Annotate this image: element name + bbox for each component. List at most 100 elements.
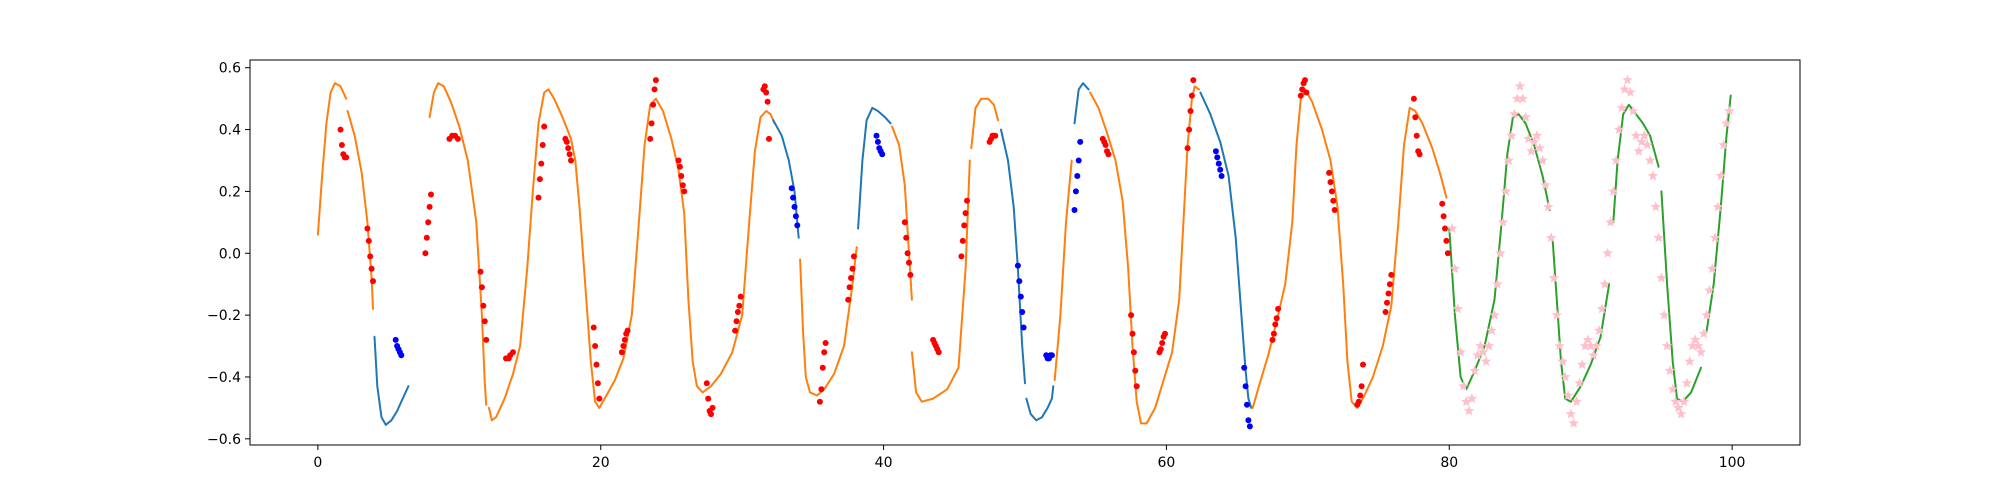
series-line-blue-12 (1025, 385, 1055, 422)
x-tick-label: 80 (1440, 455, 1458, 471)
star-marker-25-5 (1461, 396, 1472, 407)
dot-marker-red-4 (343, 154, 350, 161)
dot-marker-red-134 (1327, 179, 1334, 186)
star-marker-25-83 (1681, 377, 1693, 388)
star-marker-25-31 (1534, 142, 1545, 153)
dot-marker-red-48 (647, 135, 654, 142)
dot-marker-red-79 (846, 284, 853, 291)
star-marker-25-37 (1551, 309, 1562, 320)
dot-marker-red-97 (964, 197, 970, 204)
star-marker-25-8 (1469, 365, 1480, 376)
star-marker-25-93 (1709, 232, 1721, 243)
dot-marker-red-82 (850, 253, 857, 260)
star-marker-25-64 (1627, 105, 1639, 116)
dot-marker-red-69 (761, 83, 768, 90)
dot-marker-red-22 (481, 318, 488, 325)
dot-marker-dot_blue-6 (790, 194, 797, 201)
dot-marker-red-45 (621, 336, 628, 343)
dot-marker-red-49 (648, 120, 655, 127)
series-line-orange-3 (428, 82, 488, 406)
dot-marker-red-41 (594, 380, 601, 387)
dot-marker-dot_blue-34 (1218, 173, 1225, 179)
dot-marker-dot_blue-10 (873, 132, 880, 139)
dot-marker-red-144 (1384, 299, 1390, 306)
series-line-blue-2 (373, 335, 410, 426)
star-marker-25-40 (1560, 371, 1571, 382)
dot-marker-red-54 (676, 163, 683, 170)
series-line-green-21 (1660, 190, 1702, 403)
dot-marker-red-155 (1442, 225, 1448, 232)
y-tick-label: 0.6 (219, 61, 241, 77)
dot-marker-dot_blue-15 (1014, 262, 1021, 269)
star-marker-25-38 (1554, 340, 1565, 351)
dot-marker-dot_blue-36 (1242, 383, 1249, 390)
star-marker-25-50 (1588, 349, 1599, 360)
star-marker-25-95 (1715, 170, 1726, 181)
dot-marker-red-83 (901, 219, 908, 226)
star-marker-25-66 (1633, 145, 1644, 156)
dot-marker-red-67 (737, 293, 744, 300)
dot-marker-red-110 (1130, 349, 1137, 356)
dot-marker-red-65 (734, 309, 741, 315)
dot-marker-red-142 (1360, 361, 1366, 368)
star-marker-25-10 (1475, 340, 1486, 351)
y-tick-label: −0.4 (207, 370, 241, 386)
dot-marker-red-119 (1186, 126, 1193, 133)
dot-marker-red-18 (454, 135, 461, 142)
dot-marker-red-30 (538, 160, 545, 167)
dot-marker-red-55 (678, 173, 685, 179)
y-tick-label: 0.4 (219, 123, 241, 139)
dot-marker-red-127 (1275, 305, 1282, 312)
dot-marker-red-12 (425, 219, 432, 226)
star-marker-25-78 (1667, 383, 1678, 394)
x-tick-label: 0 (313, 455, 322, 471)
star-marker-25-91 (1704, 284, 1715, 295)
dot-marker-red-53 (675, 157, 682, 164)
dot-marker-dot_blue-0 (392, 336, 399, 343)
dot-marker-dot_blue-28 (1075, 157, 1082, 164)
series-line-orange-4 (488, 88, 776, 422)
series-line-orange-13 (1053, 159, 1073, 382)
star-marker-25-23 (1511, 93, 1523, 104)
star-marker-25-57 (1608, 185, 1619, 196)
dot-marker-red-40 (593, 361, 600, 368)
dot-marker-red-76 (821, 349, 828, 356)
star-marker-25-75 (1659, 309, 1670, 320)
star-marker-25-13 (1483, 340, 1495, 351)
dot-marker-red-11 (423, 234, 430, 241)
dot-marker-red-156 (1443, 237, 1450, 244)
dot-marker-red-29 (536, 176, 543, 183)
series-line-orange-15 (1089, 85, 1200, 425)
star-marker-25-48 (1582, 334, 1594, 345)
star-marker-25-85 (1687, 340, 1698, 351)
star-marker-25-36 (1548, 272, 1560, 283)
dot-marker-red-105 (1102, 142, 1109, 148)
star-marker-25-6 (1463, 405, 1475, 416)
star-marker-25-60 (1616, 102, 1627, 113)
star-marker-25-61 (1619, 83, 1630, 94)
star-marker-25-55 (1602, 247, 1613, 258)
star-marker-25-34 (1543, 201, 1554, 212)
y-tick-label: 0.0 (219, 246, 241, 262)
dot-marker-red-133 (1326, 169, 1333, 176)
dot-marker-red-75 (819, 364, 826, 371)
dot-marker-red-42 (596, 395, 603, 402)
dot-marker-red-118 (1184, 145, 1191, 152)
dot-marker-dot_blue-26 (1072, 188, 1079, 195)
dot-marker-red-13 (426, 203, 433, 210)
dot-marker-red-150 (1413, 132, 1420, 139)
series-line-blue-11 (1000, 128, 1026, 385)
dot-marker-red-92 (935, 349, 942, 356)
dot-marker-red-66 (736, 302, 743, 309)
star-marker-25-30 (1531, 130, 1543, 141)
star-marker-25-86 (1690, 334, 1701, 345)
series-line-orange-9 (910, 159, 971, 403)
star-marker-25-81 (1676, 408, 1687, 419)
dot-marker-red-109 (1129, 330, 1136, 337)
series-line-orange-8 (891, 125, 913, 301)
star-marker-25-53 (1596, 303, 1608, 314)
dot-marker-red-86 (906, 259, 912, 266)
star-marker-25-20 (1503, 155, 1514, 165)
star-marker-25-68 (1639, 130, 1650, 141)
star-marker-25-4 (1458, 380, 1469, 391)
